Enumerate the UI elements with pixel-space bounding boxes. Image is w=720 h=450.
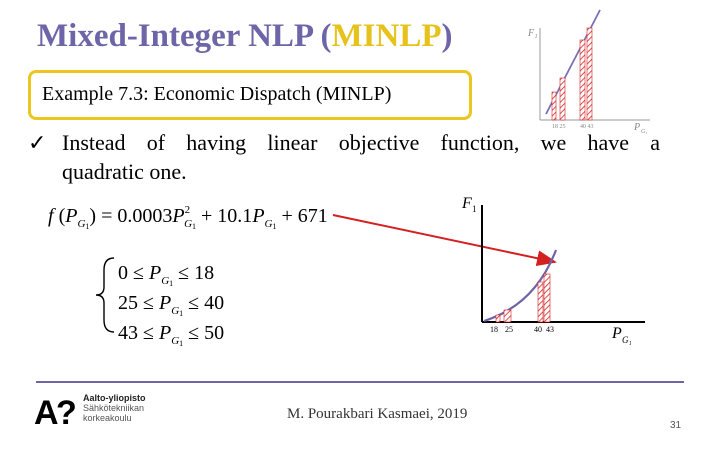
svg-text:1: 1 — [472, 204, 477, 214]
svg-text:40 43: 40 43 — [580, 124, 594, 130]
bullet-point: ✓ Instead of having linear objective fun… — [28, 128, 660, 186]
slide-title: Mixed-Integer NLP (MINLP) — [37, 18, 453, 54]
svg-text:A: A — [34, 394, 59, 432]
svg-text:F₁: F₁ — [527, 28, 538, 39]
quadratic-graph: F 1 18 25 40 43 P G₁ — [461, 195, 645, 345]
svg-text:25 ≤ PG1 ≤ 40: 25 ≤ PG1 ≤ 40 — [118, 292, 224, 318]
bullet-line-2: quadratic one. — [62, 159, 187, 184]
svg-text:?: ? — [56, 394, 77, 432]
footer-divider — [36, 381, 684, 383]
svg-text:18: 18 — [490, 325, 498, 334]
logo-line-1: Aalto-yliopisto — [83, 393, 146, 403]
small-linear-graph: F₁ 18 25 40 43 P G₁ — [527, 9, 650, 135]
example-label: Example 7.3: Economic Dispatch (MINLP) — [42, 83, 392, 105]
logo-line-2: Sähkötekniikan — [83, 403, 145, 413]
objective-equation: f (PG1) = 0.0003P2 G1 + 10.1PG1 + 671 — [48, 204, 328, 231]
aalto-logo-icon: A ? — [34, 394, 77, 432]
title-accent: MINLP — [331, 18, 442, 54]
footer-author: M. Pourakbari Kasmaei, 2019 — [287, 406, 468, 422]
pointer-arrow — [332, 214, 557, 267]
svg-text:G₁: G₁ — [641, 129, 647, 135]
svg-text:40: 40 — [534, 325, 542, 334]
svg-text:0 ≤ PG1 ≤ 18: 0 ≤ PG1 ≤ 18 — [118, 262, 214, 288]
svg-text:18 25: 18 25 — [552, 124, 566, 130]
constraint-set: 0 ≤ PG1 ≤ 18 25 ≤ PG1 ≤ 40 43 ≤ PG1 ≤ 50 — [118, 262, 224, 348]
svg-text:P: P — [611, 325, 622, 342]
logo-line-3: korkeakoulu — [83, 413, 132, 423]
svg-text:43 ≤ PG1 ≤ 50: 43 ≤ PG1 ≤ 50 — [118, 322, 224, 348]
check-icon: ✓ — [28, 130, 47, 155]
svg-text:25: 25 — [505, 325, 513, 334]
svg-text:G₁: G₁ — [622, 335, 632, 345]
constraint-brace — [95, 257, 115, 333]
svg-text:F: F — [461, 195, 472, 212]
svg-text:P: P — [633, 122, 640, 133]
page-number: 31 — [670, 420, 682, 431]
logo-text: Aalto-yliopisto Sähkötekniikan korkeakou… — [83, 393, 146, 423]
bullet-line-1: Instead of having linear objective funct… — [62, 130, 660, 155]
example-box: Example 7.3: Economic Dispatch (MINLP) — [28, 70, 472, 120]
svg-text:43: 43 — [546, 325, 554, 334]
